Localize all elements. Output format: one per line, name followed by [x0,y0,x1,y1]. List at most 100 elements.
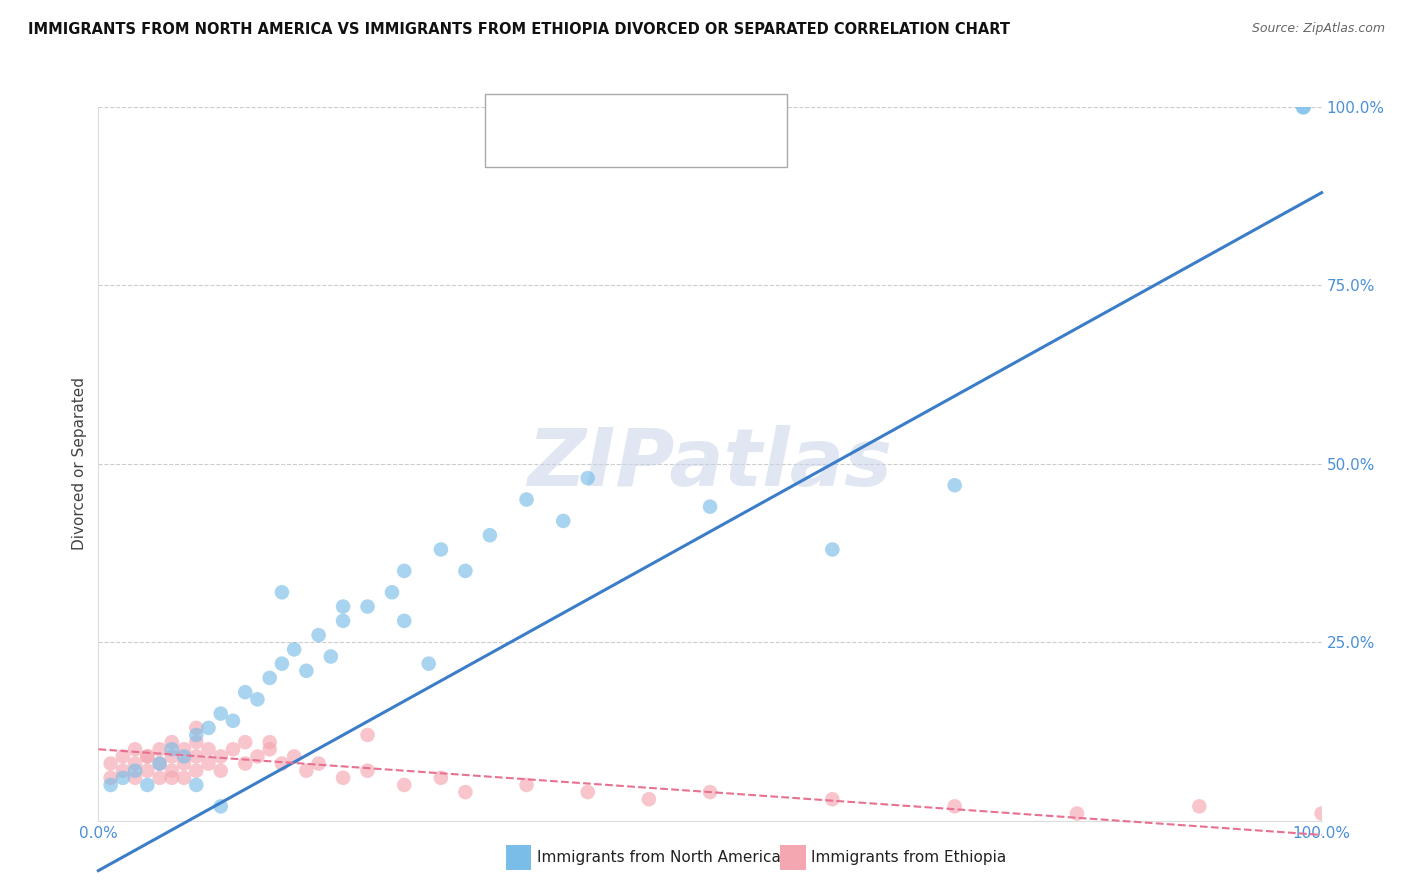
Y-axis label: Divorced or Separated: Divorced or Separated [72,377,87,550]
Point [173,771,195,785]
Point [149,771,172,785]
Point [576,785,599,799]
Point [392,614,416,628]
Point [295,764,318,778]
Point [222,742,245,756]
Point [246,749,269,764]
Point [209,706,232,721]
Point [149,756,172,771]
Point [197,756,219,771]
Point [111,771,134,785]
Point [418,657,440,671]
Point [270,585,294,599]
Text: Source: ZipAtlas.com: Source: ZipAtlas.com [1251,22,1385,36]
Text: Immigrants from North America: Immigrants from North America [537,850,780,864]
Point [186,749,208,764]
Text: IMMIGRANTS FROM NORTH AMERICA VS IMMIGRANTS FROM ETHIOPIA DIVORCED OR SEPARATED : IMMIGRANTS FROM NORTH AMERICA VS IMMIGRA… [28,22,1010,37]
Point [197,721,219,735]
Text: -0.313: -0.313 [576,129,636,147]
Point [186,764,208,778]
Point [233,735,256,749]
Point [356,599,378,614]
Point [821,792,844,806]
Point [222,714,245,728]
Point [197,742,219,756]
Point [259,735,281,749]
Point [149,742,172,756]
Point [638,792,661,806]
Point [136,778,159,792]
Point [356,764,378,778]
Point [392,564,416,578]
Point [381,585,404,599]
Point [186,721,208,735]
Point [1310,806,1333,821]
Point [160,735,183,749]
Point [699,500,721,514]
Point [283,749,305,764]
Text: ZIPatlas: ZIPatlas [527,425,893,503]
Point [136,764,159,778]
Point [332,614,354,628]
Point [430,542,453,557]
Point [173,742,195,756]
Point [356,728,378,742]
Point [430,771,453,785]
Point [124,742,146,756]
Text: N =: N = [637,101,673,119]
Point [515,778,537,792]
Text: 53: 53 [679,129,702,147]
Point [270,756,294,771]
Point [111,764,134,778]
Point [943,799,966,814]
Text: Immigrants from Ethiopia: Immigrants from Ethiopia [811,850,1007,864]
Point [209,799,232,814]
Point [136,749,159,764]
Point [1066,806,1088,821]
Point [454,564,477,578]
Point [392,778,416,792]
Point [160,749,183,764]
Point [332,599,354,614]
Point [233,685,256,699]
Point [160,771,183,785]
Point [233,756,256,771]
Point [454,785,477,799]
Point [186,728,208,742]
Point [160,742,183,756]
Point [515,492,537,507]
Point [283,642,305,657]
Text: R =: R = [534,101,571,119]
Point [100,756,122,771]
Point [308,628,330,642]
Point [478,528,501,542]
Text: N =: N = [637,129,673,147]
Point [270,657,294,671]
Point [186,735,208,749]
Point [259,671,281,685]
Point [259,742,281,756]
Point [173,756,195,771]
Text: 0.846: 0.846 [576,101,628,119]
Point [319,649,342,664]
Text: 38: 38 [679,101,702,119]
Point [160,764,183,778]
Point [821,542,844,557]
Point [186,778,208,792]
Text: R =: R = [534,129,571,147]
Point [1188,799,1211,814]
Point [332,771,354,785]
Point [124,756,146,771]
Point [209,764,232,778]
Point [100,771,122,785]
Point [246,692,269,706]
Point [576,471,599,485]
Point [295,664,318,678]
Point [699,785,721,799]
Point [100,778,122,792]
Point [553,514,575,528]
Point [124,764,146,778]
Point [111,749,134,764]
Point [149,756,172,771]
Point [308,756,330,771]
